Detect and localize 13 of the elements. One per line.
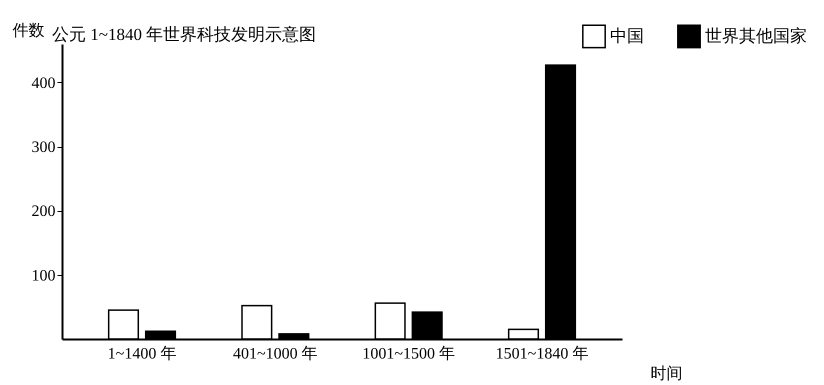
x-tick-label: 1001~1500 年 [362, 346, 455, 362]
legend-label: 中国 [610, 26, 644, 46]
x-axis-title: 时间 [650, 364, 682, 382]
legend-label: 世界其他国家 [705, 26, 807, 46]
y-tick-label: 300 [32, 139, 56, 156]
chart-title: 公元 1~1840 年世界科技发明示意图 [52, 25, 316, 44]
y-axis-title: 件数 [12, 22, 44, 40]
x-tick-label: 401~1000 年 [233, 346, 318, 362]
y-tick-label: 100 [32, 267, 56, 284]
x-tick-label: 1501~1840 年 [496, 346, 588, 362]
y-tick-label: 400 [32, 74, 56, 92]
y-tick-label: 200 [32, 203, 56, 220]
x-tick-label: 1~1400 年 [108, 346, 176, 362]
